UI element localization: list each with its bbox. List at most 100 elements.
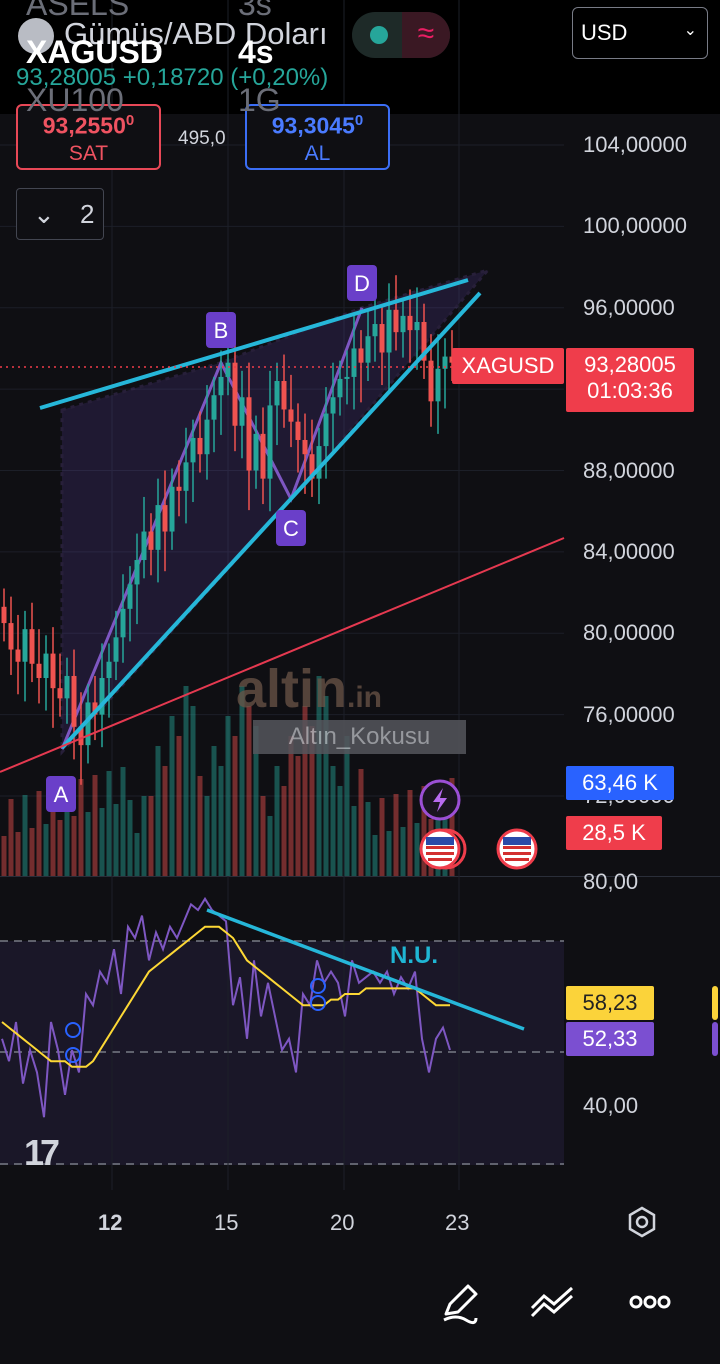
volume-bar xyxy=(211,746,217,876)
buy-button[interactable]: 93,30450 AL xyxy=(245,104,390,170)
candle xyxy=(274,380,280,406)
last-price: 93,28005 xyxy=(584,352,676,377)
sell-price-sup: 0 xyxy=(125,112,135,129)
watchlist-item[interactable]: ASELS 3s xyxy=(26,0,272,22)
candle xyxy=(57,688,63,699)
sell-button[interactable]: 93,25500 SAT xyxy=(16,104,161,170)
pattern-label-box xyxy=(347,265,377,301)
market-status-pill[interactable]: ≈ xyxy=(352,12,450,58)
volume-bar xyxy=(120,767,126,876)
candle xyxy=(358,348,364,363)
volume-bar xyxy=(162,766,168,876)
candle xyxy=(78,726,84,746)
volume-bar xyxy=(267,816,273,876)
buy-price-sup: 0 xyxy=(354,112,364,129)
candle xyxy=(372,324,378,337)
volume-bar xyxy=(260,796,266,876)
volume-bar xyxy=(400,827,406,876)
rsi-band xyxy=(0,941,564,1165)
candle xyxy=(155,505,161,550)
rsi-ma-tag: 58,23 xyxy=(566,986,654,1020)
rsi-marker-circle xyxy=(65,1047,81,1063)
collapse-indicators-button[interactable]: ⌄ 2 xyxy=(16,188,104,240)
candle xyxy=(288,409,294,422)
rsi-annotation: N.U. xyxy=(390,942,438,969)
watchlist-item[interactable]: XU100 1G xyxy=(26,82,281,118)
candle xyxy=(8,623,14,650)
trend-tools-icon[interactable] xyxy=(528,1278,576,1326)
candle xyxy=(197,437,203,455)
volume-bar xyxy=(218,766,224,876)
y-axis-label: 100,00000 xyxy=(583,213,687,239)
candle xyxy=(50,653,56,689)
candle xyxy=(162,505,168,532)
volume-bar xyxy=(344,736,350,876)
symbol-tag: XAGUSD xyxy=(452,348,564,384)
silver-logo-icon xyxy=(18,18,54,54)
draw-pen-icon[interactable] xyxy=(436,1278,484,1326)
chevron-down-icon: ⌄ xyxy=(33,199,55,229)
candle xyxy=(43,653,49,679)
candle xyxy=(400,315,406,333)
candle xyxy=(99,678,105,715)
watchlist-item-active[interactable]: XAGUSD 4s xyxy=(26,34,274,70)
chart-settings-icon[interactable] xyxy=(624,1204,660,1240)
candle xyxy=(169,486,175,532)
more-options-icon[interactable] xyxy=(626,1278,674,1326)
x-axis-label: 20 xyxy=(330,1210,355,1235)
candle xyxy=(148,531,154,550)
volume-bar xyxy=(449,778,455,876)
volume-bar xyxy=(351,806,357,876)
us-flag-event-icon[interactable] xyxy=(494,826,540,872)
lightning-event-icon[interactable] xyxy=(418,778,462,822)
currency-select[interactable]: USD ⌄ xyxy=(572,7,708,59)
pattern-label-box xyxy=(206,312,236,348)
candle xyxy=(190,437,196,463)
candle xyxy=(232,362,238,426)
rsi-ma-marker xyxy=(712,986,718,1020)
lower-trendline xyxy=(60,291,482,750)
volume-bar xyxy=(295,756,301,876)
candle xyxy=(442,356,448,369)
candle xyxy=(176,486,182,491)
symbol-title[interactable]: Gümüş/ABD Doları xyxy=(64,16,328,51)
upper-trendline xyxy=(39,278,469,410)
volume-bar xyxy=(232,736,238,876)
rsi-line xyxy=(1,896,451,1118)
bar-countdown: 01:03:36 xyxy=(587,378,673,403)
volume-bar xyxy=(274,766,280,876)
wave-icon: ≈ xyxy=(402,12,450,58)
pattern-label-box xyxy=(276,510,306,546)
candle xyxy=(365,336,371,363)
user-watermark: Altın_Kokusu xyxy=(253,720,466,754)
volume-bar xyxy=(323,696,329,876)
volume-bar xyxy=(190,706,196,876)
candle xyxy=(309,454,315,479)
volume-bar xyxy=(106,771,112,876)
candle xyxy=(211,395,217,420)
candle xyxy=(337,378,343,398)
volume-bar xyxy=(246,706,252,876)
rsi-marker-circle xyxy=(310,995,326,1011)
pane-divider xyxy=(0,876,720,877)
volume-bar xyxy=(302,706,308,876)
volume-bar xyxy=(330,766,336,876)
candle xyxy=(204,419,210,455)
tradingview-logo: 17 xyxy=(24,1132,60,1173)
candle xyxy=(281,380,287,410)
volume-bar xyxy=(414,823,420,876)
volume-bar xyxy=(393,794,399,876)
volume-bar xyxy=(358,769,364,876)
candle xyxy=(428,360,434,402)
volume-bar xyxy=(169,716,175,876)
volume-bar xyxy=(365,802,371,876)
price-chart[interactable]: A B C D N.U. xyxy=(0,0,720,1250)
volume-bar xyxy=(225,716,231,876)
volume-bar xyxy=(29,828,35,876)
volume-bar xyxy=(78,779,84,876)
candle xyxy=(106,661,112,679)
volume-bar xyxy=(176,736,182,876)
candle xyxy=(85,702,91,746)
us-flag-event-icon[interactable] xyxy=(416,826,472,872)
rsi-axis-label: 80,00 xyxy=(583,869,639,894)
